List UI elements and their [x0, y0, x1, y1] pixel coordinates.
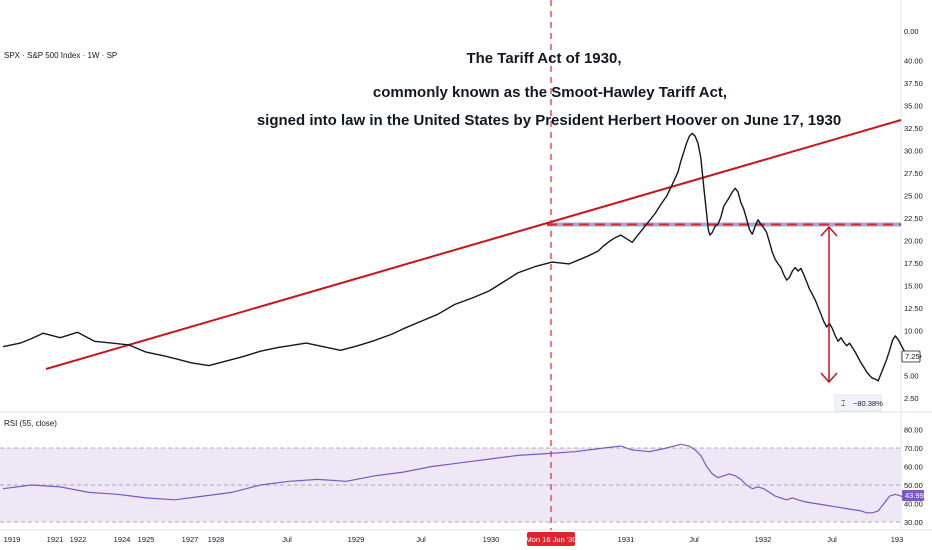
price-tick-label: 27.50 [904, 169, 923, 178]
price-tick-label: 25.00 [904, 192, 923, 201]
time-tick-label: 1922 [70, 535, 87, 544]
measure-label: −80.38% [853, 399, 883, 408]
price-last-badge: 7.25 [901, 350, 921, 363]
time-tick-label: 1931 [618, 535, 635, 544]
measure-icon: ⌶ [841, 399, 846, 408]
rsi-tick-label: 40.00 [904, 500, 923, 509]
time-tick-label: Jul [416, 535, 426, 544]
rsi-tick-label: 30.00 [904, 518, 923, 527]
time-tick-label: Jul [827, 535, 837, 544]
time-axis[interactable]: 1919 1921 1922 1924 1925 1927 1928 Jul 1929 Jul 19… [4, 535, 904, 544]
time-tick-label: 1927 [182, 535, 199, 544]
time-tick-label: 1930 [483, 535, 500, 544]
rsi-tick-label: 60.00 [904, 463, 923, 472]
time-tick-label: 193 [891, 535, 904, 544]
rsi-tick-label: 80.00 [904, 426, 923, 435]
price-line [2, 132, 922, 382]
price-tick-label: 5.00 [904, 372, 919, 381]
price-tick-label: 20.00 [904, 237, 923, 246]
decline-arrow [820, 225, 838, 384]
price-tick-label: 17.50 [904, 259, 923, 268]
rsi-tick-label: 70.00 [904, 444, 923, 453]
price-tick-label: 35.00 [904, 102, 923, 111]
event-date-label: Mon 16 Jun '30 [525, 535, 576, 544]
price-tick-label: 0.00 [904, 27, 919, 36]
price-tick-label: 32.50 [904, 124, 923, 133]
rsi-last-badge: 43.99 [902, 490, 924, 501]
price-tick-label: 15.00 [904, 282, 923, 291]
time-tick-label: 1919 [4, 535, 21, 544]
rsi-axis[interactable]: 80.00 70.00 60.00 50.00 40.00 30.00 [904, 426, 923, 528]
rsi-series [2, 443, 919, 514]
time-tick-label: Jul [689, 535, 699, 544]
time-tick-label: 1932 [755, 535, 772, 544]
price-tick-label: 2.50 [904, 394, 919, 403]
time-tick-label: Jul [282, 535, 292, 544]
price-tick-label: 40.00 [904, 57, 923, 66]
time-tick-label: 1924 [114, 535, 131, 544]
title-line-3: signed into law in the United States by … [257, 112, 841, 129]
price-tick-label: 12.50 [904, 304, 923, 313]
event-date-badge: Mon 16 Jun '30 [525, 532, 577, 546]
time-tick-label: 1921 [47, 535, 64, 544]
symbol-legend[interactable]: SPX · S&P 500 Index · 1W · SP [4, 51, 117, 60]
trend-line[interactable] [45, 119, 902, 370]
time-tick-label: 1928 [208, 535, 225, 544]
measure-label-box: ⌶ −80.38% [834, 394, 883, 412]
rsi-legend[interactable]: RSI (55, close) [4, 419, 57, 428]
rsi-last-value: 43.99 [905, 491, 924, 500]
price-tick-label: 10.00 [904, 327, 923, 336]
price-axis[interactable]: 0.00 40.00 37.50 35.00 32.50 30.00 27.50 25.00 2… [904, 27, 923, 403]
price-tick-label: 30.00 [904, 147, 923, 156]
time-tick-label: 1925 [138, 535, 155, 544]
rsi-tick-label: 50.00 [904, 481, 923, 490]
title-line-1: The Tariff Act of 1930, [466, 50, 621, 67]
rsi-line [2, 443, 919, 514]
price-last-value: 7.25 [905, 352, 920, 361]
title-line-2: commonly known as the Smoot-Hawley Tarif… [373, 84, 727, 101]
price-tick-label: 22.50 [904, 214, 923, 223]
time-tick-label: 1929 [348, 535, 365, 544]
price-tick-label: 37.50 [904, 79, 923, 88]
price-series [2, 132, 922, 382]
